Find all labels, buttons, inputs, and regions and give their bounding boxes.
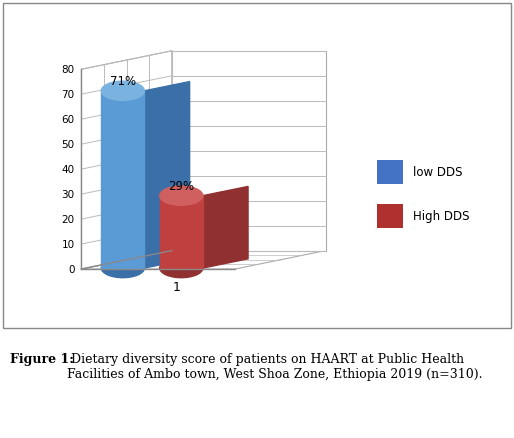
Polygon shape bbox=[144, 82, 190, 268]
Text: High DDS: High DDS bbox=[413, 209, 469, 222]
Text: 70: 70 bbox=[62, 90, 75, 100]
Text: 40: 40 bbox=[62, 165, 75, 175]
Text: Dietary diversity score of patients on HAART at Public Health Facilities of Ambo: Dietary diversity score of patients on H… bbox=[67, 352, 483, 380]
Text: 10: 10 bbox=[62, 240, 75, 250]
Text: 50: 50 bbox=[62, 140, 75, 150]
Text: 60: 60 bbox=[62, 115, 75, 125]
Polygon shape bbox=[101, 92, 144, 268]
Ellipse shape bbox=[101, 82, 144, 101]
Polygon shape bbox=[160, 196, 203, 268]
Polygon shape bbox=[172, 52, 326, 251]
Text: 30: 30 bbox=[62, 190, 75, 200]
Text: low DDS: low DDS bbox=[413, 166, 463, 178]
Text: 29%: 29% bbox=[168, 180, 194, 193]
Polygon shape bbox=[203, 187, 248, 268]
FancyBboxPatch shape bbox=[377, 161, 403, 185]
Text: 80: 80 bbox=[62, 65, 75, 75]
Polygon shape bbox=[81, 52, 172, 269]
Text: Figure 1:: Figure 1: bbox=[10, 352, 74, 365]
Polygon shape bbox=[81, 251, 326, 269]
Ellipse shape bbox=[160, 187, 203, 206]
Text: 71%: 71% bbox=[110, 75, 136, 88]
Text: 20: 20 bbox=[62, 215, 75, 225]
FancyBboxPatch shape bbox=[377, 205, 403, 229]
Ellipse shape bbox=[101, 259, 144, 278]
Ellipse shape bbox=[160, 259, 203, 278]
Text: 1: 1 bbox=[173, 280, 180, 293]
Text: 0: 0 bbox=[68, 265, 75, 274]
